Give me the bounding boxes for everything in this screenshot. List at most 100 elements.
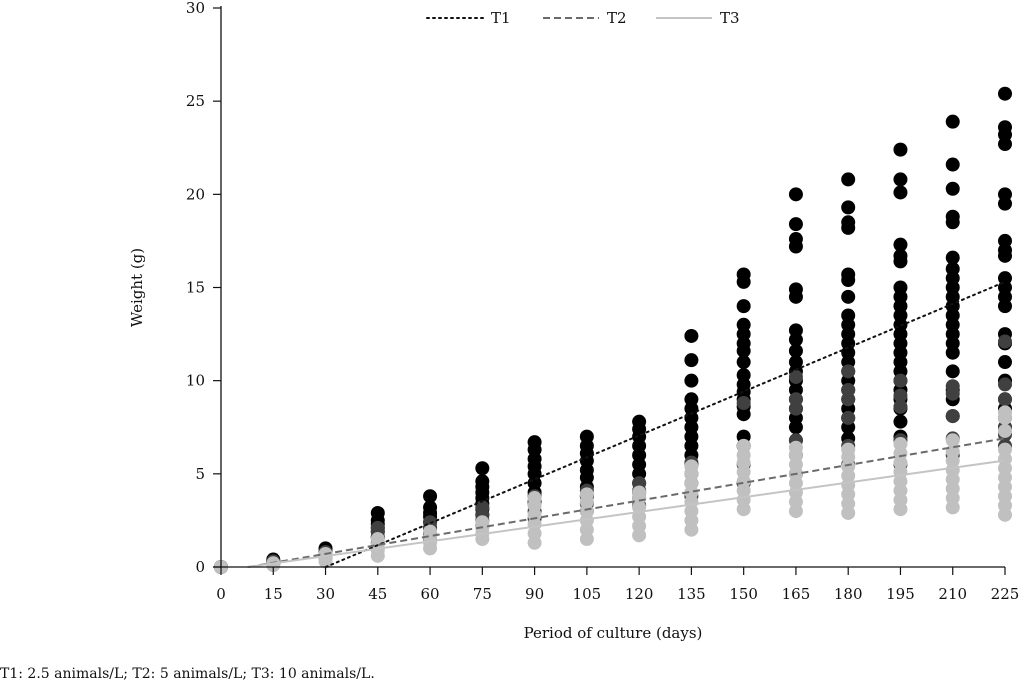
series-t3-points	[214, 405, 1012, 574]
legend-item-t3: T3	[656, 9, 740, 27]
data-point	[998, 377, 1012, 392]
x-tick-label: 165	[782, 585, 811, 603]
data-point	[684, 328, 699, 343]
legend-label: T1	[491, 9, 511, 27]
data-point	[736, 267, 751, 282]
data-point	[370, 505, 385, 520]
data-point	[893, 388, 908, 403]
trendlines-layer	[247, 280, 1006, 568]
data-point	[423, 500, 438, 515]
y-tick-label: 15	[186, 279, 205, 297]
data-point	[945, 261, 960, 276]
x-tick-label: 225	[991, 585, 1020, 603]
data-point	[998, 334, 1012, 349]
y-tick-label: 20	[186, 185, 205, 203]
series-t2-points	[214, 334, 1012, 574]
data-point	[788, 187, 803, 202]
data-point	[579, 429, 594, 444]
x-tick-label: 210	[938, 585, 967, 603]
data-point	[998, 233, 1012, 248]
data-point	[736, 396, 751, 411]
data-point	[893, 414, 908, 429]
data-point	[841, 364, 856, 379]
x-tick-label: 195	[886, 585, 915, 603]
data-point	[684, 459, 699, 474]
data-point	[475, 515, 490, 530]
x-tick-label: 75	[473, 585, 492, 603]
trendline-t3	[247, 459, 1006, 568]
data-point	[579, 487, 594, 502]
data-point	[370, 532, 385, 547]
y-tick-label: 5	[195, 465, 205, 483]
data-point	[893, 280, 908, 295]
data-point	[945, 157, 960, 172]
data-point	[945, 433, 960, 448]
data-point	[945, 114, 960, 129]
series-t1-points	[214, 86, 1012, 574]
data-point	[945, 181, 960, 196]
legend: T1 T2 T3	[426, 9, 740, 27]
data-point	[998, 86, 1012, 101]
data-point	[893, 248, 908, 263]
data-point	[788, 440, 803, 455]
data-point	[736, 317, 751, 332]
data-point	[893, 437, 908, 452]
points-layer	[214, 86, 1012, 574]
data-point	[684, 353, 699, 368]
data-point	[841, 172, 856, 187]
data-point	[788, 343, 803, 358]
trendline-t2	[248, 437, 1006, 568]
data-point	[632, 485, 647, 500]
data-point	[841, 215, 856, 230]
x-tick-label: 60	[421, 585, 440, 603]
data-point	[841, 382, 856, 397]
data-point	[684, 392, 699, 407]
data-point	[945, 250, 960, 265]
data-point	[475, 474, 490, 489]
data-point	[527, 435, 542, 450]
x-tick-label: 135	[677, 585, 706, 603]
trendline-t1	[324, 280, 1006, 568]
data-point	[788, 369, 803, 384]
data-point	[945, 409, 960, 424]
x-tick-label: 15	[264, 585, 283, 603]
data-point	[893, 237, 908, 252]
data-point	[841, 410, 856, 425]
x-tick-label: 30	[316, 585, 335, 603]
y-tick-label: 25	[186, 92, 205, 110]
y-tick-label: 30	[186, 0, 205, 17]
y-tick-label: 10	[186, 372, 205, 390]
data-point	[998, 405, 1012, 420]
data-point	[527, 491, 542, 506]
footnote: T1: 2.5 animals/L; T2: 5 animals/L; T3: …	[0, 666, 375, 682]
data-point	[475, 461, 490, 476]
x-tick-label: 150	[729, 585, 758, 603]
data-point	[788, 232, 803, 247]
x-tick-label: 45	[368, 585, 387, 603]
data-point	[841, 289, 856, 304]
data-point	[370, 520, 385, 535]
x-tick-label: 105	[573, 585, 602, 603]
data-point	[423, 489, 438, 504]
legend-item-t2: T2	[543, 9, 627, 27]
y-tick-label: 0	[195, 558, 205, 576]
x-tick-label: 120	[625, 585, 654, 603]
data-point	[788, 323, 803, 338]
data-point	[945, 209, 960, 224]
data-point	[945, 364, 960, 379]
x-tick-label: 180	[834, 585, 863, 603]
data-point	[998, 271, 1012, 286]
data-point	[893, 142, 908, 157]
data-point	[736, 355, 751, 370]
x-tick-label: 90	[525, 585, 544, 603]
data-point	[998, 423, 1012, 438]
legend-label: T2	[607, 9, 627, 27]
data-point	[632, 414, 647, 429]
legend-item-t1: T1	[426, 9, 511, 27]
data-point	[998, 392, 1012, 407]
data-point	[788, 282, 803, 297]
data-point	[788, 392, 803, 407]
data-point	[475, 500, 490, 515]
data-point	[736, 299, 751, 314]
data-point	[893, 373, 908, 388]
